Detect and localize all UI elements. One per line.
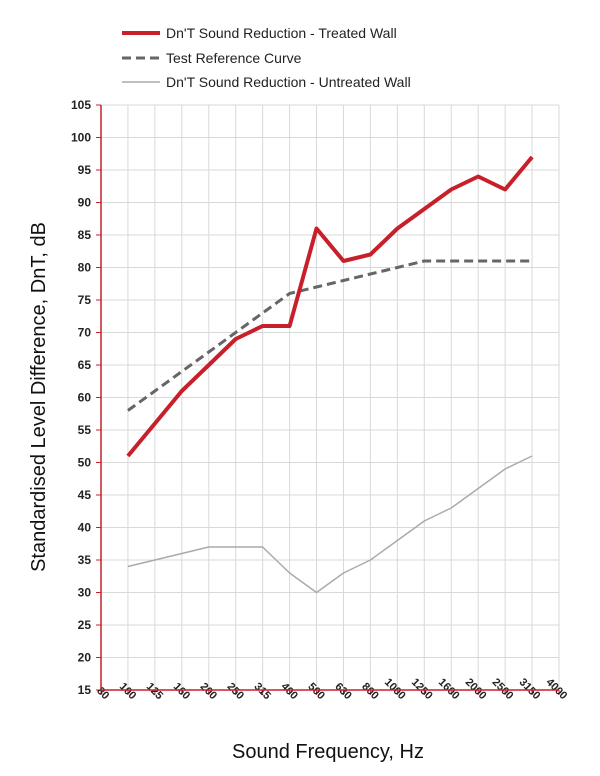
legend-label-treated-wall: Dn'T Sound Reduction - Treated Wall <box>166 25 397 41</box>
axes: 15 20 25 30 35 40 45 50 55 60 65 70 75 80 85 90 95 100 105… <box>71 98 569 702</box>
y-tick-label: 25 <box>78 618 92 632</box>
y-tick-label: 65 <box>78 358 92 372</box>
y-tick-label: 55 <box>78 423 92 437</box>
legend-label-untreated-wall: Dn'T Sound Reduction - Untreated Wall <box>166 74 411 90</box>
series-line-treated-wall <box>126 155 534 458</box>
x-tick-label: 2000 <box>463 676 489 702</box>
x-tick-label: 315 <box>252 681 273 702</box>
grid <box>101 104 560 690</box>
legend-item-untreated-wall: Dn'T Sound Reduction - Untreated Wall <box>122 74 411 90</box>
y-tick-label: 105 <box>71 98 91 112</box>
x-tick-label: 1000 <box>382 676 408 702</box>
legend-item-reference-curve: Test Reference Curve <box>122 50 302 66</box>
y-axis-title: Standardised Level Difference, DnT, dB <box>28 222 50 572</box>
x-tick-label: 630 <box>332 681 353 702</box>
x-tick-label: 250 <box>225 681 246 702</box>
legend-label-reference-curve: Test Reference Curve <box>166 50 302 66</box>
legend-item-treated-wall: Dn'T Sound Reduction - Treated Wall <box>122 25 397 41</box>
y-tick-label: 20 <box>78 651 92 665</box>
y-tick-label: 15 <box>78 683 92 697</box>
x-tick-label: 800 <box>359 681 380 702</box>
series-line-untreated-wall <box>127 455 533 594</box>
x-tick-label: 200 <box>198 681 219 702</box>
x-tick-label: 100 <box>117 681 138 702</box>
y-tick-label: 85 <box>78 228 92 242</box>
x-tick-label: 1250 <box>409 676 435 702</box>
x-tick-label: 80 <box>94 685 111 702</box>
y-tick-label: 40 <box>78 521 92 535</box>
y-tick-label: 30 <box>78 586 92 600</box>
x-tick-label: 160 <box>171 681 192 702</box>
x-tick-label: 400 <box>278 681 299 702</box>
y-tick-label: 100 <box>71 131 91 145</box>
x-tick-label: 3150 <box>517 676 543 702</box>
y-tick-label: 45 <box>78 488 92 502</box>
y-tick-label: 95 <box>78 163 92 177</box>
legend: Dn'T Sound Reduction - Treated Wall Test… <box>122 25 411 90</box>
y-tick-label: 60 <box>78 391 92 405</box>
series-line-reference-curve <box>127 259 533 412</box>
y-tick-label: 35 <box>78 553 92 567</box>
x-axis-title: Sound Frequency, Hz <box>232 741 424 763</box>
x-tick-label: 1600 <box>436 676 462 702</box>
y-tick-label: 75 <box>78 293 92 307</box>
y-tick-label: 80 <box>78 261 92 275</box>
x-tick-label: 2500 <box>490 676 516 702</box>
x-tick-label: 4000 <box>544 676 570 702</box>
series-group <box>126 155 534 594</box>
x-tick-label: 500 <box>305 681 326 702</box>
y-tick-label: 90 <box>78 196 92 210</box>
x-tick-label: 125 <box>144 681 165 702</box>
y-tick-label: 70 <box>78 326 92 340</box>
y-tick-label: 50 <box>78 456 92 470</box>
